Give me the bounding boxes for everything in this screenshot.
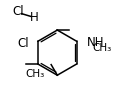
Text: Cl: Cl bbox=[17, 37, 28, 50]
Text: CH₃: CH₃ bbox=[92, 43, 111, 53]
Text: H: H bbox=[30, 11, 38, 24]
Text: CH₃: CH₃ bbox=[25, 69, 44, 79]
Text: Cl: Cl bbox=[12, 5, 24, 18]
Text: NH: NH bbox=[86, 36, 104, 49]
